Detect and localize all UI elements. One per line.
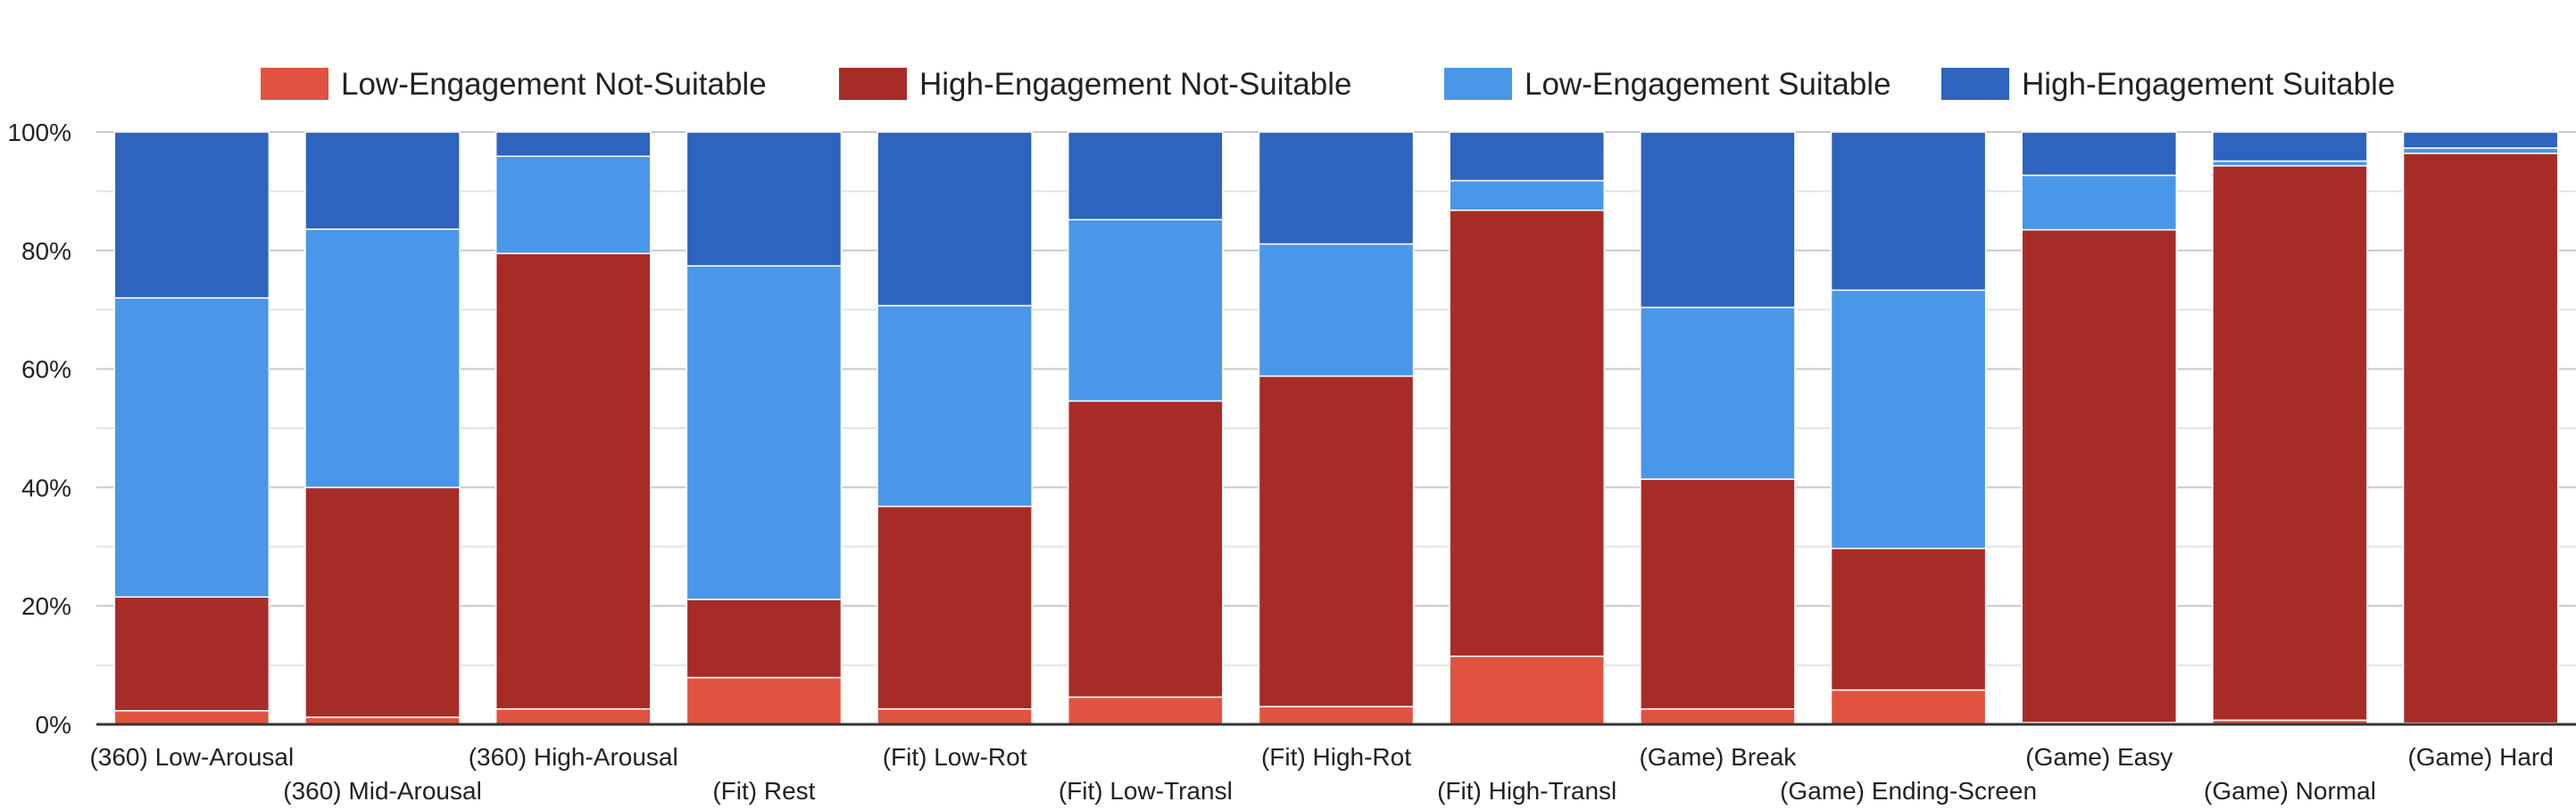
- x-tick-label: (360) Low-Arousal: [89, 743, 294, 771]
- y-tick-label: 80%: [21, 237, 71, 265]
- bar-segment-low-engagement-suitable: [2402, 147, 2559, 154]
- bar-segment-high-engagement-not-suitable: [2212, 165, 2368, 722]
- bar-segment-low-engagement-not-suitable: [1068, 696, 1224, 725]
- y-tick-label: 0%: [36, 711, 71, 739]
- bar-segment-high-engagement-suitable: [1640, 131, 1796, 309]
- legend-swatch: [261, 68, 328, 100]
- legend-item-low-engagement-not-suitable: Low-Engagement Not-Suitable: [261, 67, 767, 102]
- x-tick-label: (Game) Ending-Screen: [1780, 777, 2037, 805]
- x-tick-label: (Fit) Rest: [712, 777, 815, 805]
- bar-segment-high-engagement-suitable: [877, 131, 1033, 307]
- bar-segment-low-engagement-not-suitable: [113, 709, 270, 725]
- bars: [96, 131, 2576, 726]
- bar-segment-high-engagement-suitable: [2212, 131, 2368, 162]
- bar-group-fit-rest: [686, 131, 843, 725]
- bar-segment-high-engagement-suitable: [304, 131, 461, 230]
- bar-group-game-ending-screen: [1830, 131, 1987, 725]
- bar-segment-low-engagement-suitable: [1258, 243, 1415, 377]
- bar-segment-high-engagement-not-suitable: [1068, 400, 1224, 698]
- bar-group-game-break: [1640, 131, 1796, 725]
- legend-item-low-engagement-suitable: Low-Engagement Suitable: [1444, 67, 1891, 102]
- y-tick-label: 40%: [21, 474, 71, 501]
- legend-swatch: [839, 68, 907, 100]
- y-tick-label: 20%: [21, 592, 71, 620]
- bar-segment-low-engagement-suitable: [494, 155, 652, 254]
- x-tick-label: (360) High-Arousal: [469, 743, 678, 771]
- bar-group-game-easy: [2021, 131, 2178, 725]
- bar-segment-low-engagement-suitable: [304, 228, 461, 489]
- bar-segment-low-engagement-not-suitable: [1640, 707, 1796, 725]
- bar-group-360-mid-arousal: [304, 131, 461, 725]
- bar-segment-high-engagement-not-suitable: [304, 486, 461, 718]
- x-tick-label: (360) Mid-Arousal: [283, 777, 482, 805]
- legend: Low-Engagement Not-Suitable High-Engageme…: [261, 67, 2395, 102]
- bar-segment-low-engagement-suitable: [113, 297, 270, 598]
- x-tick-label: (Game) Easy: [2025, 743, 2173, 771]
- x-tick-label: (Fit) High-Transl: [1437, 777, 1616, 805]
- bar-segment-low-engagement-suitable: [877, 304, 1033, 508]
- bar-segment-high-engagement-not-suitable: [1640, 478, 1796, 710]
- bar-segment-low-engagement-suitable: [686, 265, 843, 600]
- bar-segment-high-engagement-not-suitable: [1449, 209, 1605, 657]
- bar-segment-high-engagement-not-suitable: [494, 252, 652, 710]
- legend-item-high-engagement-suitable: High-Engagement Suitable: [1941, 67, 2395, 102]
- bar-group-fit-low-rot: [877, 131, 1033, 725]
- legend-label: High-Engagement Suitable: [2022, 67, 2395, 102]
- legend-swatch: [1444, 68, 1512, 100]
- bar-segment-high-engagement-not-suitable: [113, 596, 270, 712]
- bar-segment-low-engagement-not-suitable: [1830, 689, 1987, 725]
- bar-segment-high-engagement-suitable: [494, 131, 652, 157]
- bar-segment-high-engagement-suitable: [1449, 131, 1605, 182]
- x-tick-label: (Game) Hard: [2407, 743, 2553, 771]
- bar-group-360-low-arousal: [113, 131, 270, 725]
- x-tick-label: (Fit) High-Rot: [1261, 743, 1411, 771]
- bar-segment-low-engagement-suitable: [1449, 179, 1605, 211]
- x-axis: (360) Low-Arousal (360) Mid-Arousal (360) …: [89, 743, 2553, 805]
- x-tick-label: (Game) Break: [1639, 743, 1797, 771]
- bar-segment-high-engagement-suitable: [1068, 131, 1224, 221]
- bar-segment-high-engagement-suitable: [1258, 131, 1415, 245]
- bar-segment-high-engagement-suitable: [113, 131, 270, 299]
- bar-segment-low-engagement-not-suitable: [1449, 655, 1605, 725]
- bar-segment-high-engagement-suitable: [2021, 131, 2178, 177]
- bar-segment-high-engagement-not-suitable: [1830, 548, 1987, 691]
- bar-segment-high-engagement-suitable: [1830, 131, 1987, 292]
- bar-segment-low-engagement-suitable: [1830, 289, 1987, 550]
- y-tick-label: 60%: [21, 356, 71, 384]
- bar-group-game-hard: [2402, 131, 2559, 725]
- x-tick-label: (Fit) Low-Rot: [883, 743, 1027, 771]
- bar-segment-high-engagement-not-suitable: [2402, 153, 2559, 724]
- bar-segment-high-engagement-suitable: [686, 131, 843, 267]
- bar-segment-low-engagement-not-suitable: [877, 707, 1033, 725]
- legend-label: Low-Engagement Suitable: [1525, 67, 1891, 102]
- bar-segment-high-engagement-not-suitable: [877, 505, 1033, 710]
- bar-segment-low-engagement-suitable: [1640, 306, 1796, 480]
- bar-group-fit-low-transl: [1068, 131, 1224, 725]
- bar-segment-low-engagement-suitable: [2212, 160, 2368, 167]
- bar-group-360-high-arousal: [494, 131, 652, 725]
- bar-segment-low-engagement-not-suitable: [1258, 706, 1415, 725]
- legend-item-high-engagement-not-suitable: High-Engagement Not-Suitable: [839, 67, 1351, 102]
- legend-swatch: [1941, 68, 2009, 100]
- bar-segment-high-engagement-not-suitable: [2021, 228, 2178, 723]
- bar-group-game-normal: [2212, 131, 2368, 725]
- legend-label: High-Engagement Not-Suitable: [919, 67, 1351, 102]
- x-tick-label: (Game) Normal: [2204, 777, 2376, 805]
- bar-segment-low-engagement-suitable: [1068, 219, 1224, 402]
- y-tick-label: 100%: [7, 119, 71, 146]
- bar-segment-low-engagement-not-suitable: [686, 676, 843, 725]
- bar-group-fit-high-transl: [1449, 131, 1605, 725]
- bar-segment-high-engagement-not-suitable: [1258, 375, 1415, 707]
- y-axis: 0% 20% 40% 60% 80% 100%: [7, 119, 71, 739]
- bar-segment-low-engagement-not-suitable: [494, 707, 652, 725]
- bar-group-fit-high-rot: [1258, 131, 1415, 725]
- bar-segment-low-engagement-suitable: [2021, 174, 2178, 231]
- bar-segment-high-engagement-suitable: [2402, 131, 2559, 149]
- bar-segment-high-engagement-not-suitable: [686, 599, 843, 679]
- legend-label: Low-Engagement Not-Suitable: [341, 67, 767, 102]
- x-tick-label: (Fit) Low-Transl: [1059, 777, 1233, 805]
